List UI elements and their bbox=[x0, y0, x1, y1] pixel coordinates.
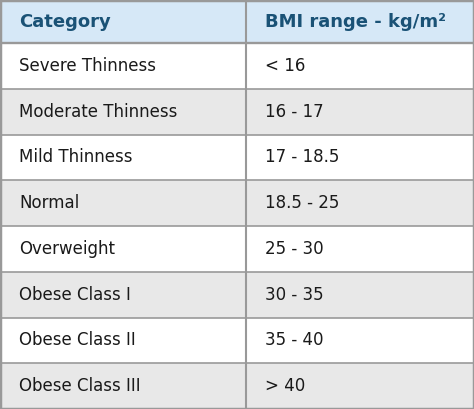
Bar bbox=[0, 43, 246, 89]
Bar bbox=[0, 0, 246, 43]
Bar bbox=[0, 317, 246, 363]
Bar bbox=[246, 272, 474, 317]
Text: Moderate Thinness: Moderate Thinness bbox=[19, 103, 177, 121]
Text: BMI range - kg/m²: BMI range - kg/m² bbox=[265, 13, 447, 31]
Bar bbox=[246, 43, 474, 89]
Bar bbox=[246, 135, 474, 180]
Bar bbox=[246, 0, 474, 43]
Bar bbox=[246, 89, 474, 135]
Text: Obese Class I: Obese Class I bbox=[19, 285, 131, 303]
Bar bbox=[0, 363, 246, 409]
Text: 18.5 - 25: 18.5 - 25 bbox=[265, 194, 340, 212]
Bar bbox=[246, 226, 474, 272]
Text: < 16: < 16 bbox=[265, 57, 306, 75]
Bar bbox=[0, 180, 246, 226]
Text: Severe Thinness: Severe Thinness bbox=[19, 57, 156, 75]
Bar bbox=[0, 89, 246, 135]
Text: > 40: > 40 bbox=[265, 377, 306, 395]
Text: Obese Class III: Obese Class III bbox=[19, 377, 141, 395]
Text: 17 - 18.5: 17 - 18.5 bbox=[265, 148, 340, 166]
Text: 25 - 30: 25 - 30 bbox=[265, 240, 324, 258]
Bar bbox=[246, 180, 474, 226]
Bar bbox=[0, 226, 246, 272]
Text: Obese Class II: Obese Class II bbox=[19, 331, 136, 349]
Bar bbox=[246, 317, 474, 363]
Text: 35 - 40: 35 - 40 bbox=[265, 331, 324, 349]
Text: Mild Thinness: Mild Thinness bbox=[19, 148, 132, 166]
Text: Overweight: Overweight bbox=[19, 240, 115, 258]
Bar bbox=[0, 272, 246, 317]
Text: Normal: Normal bbox=[19, 194, 79, 212]
Text: 16 - 17: 16 - 17 bbox=[265, 103, 324, 121]
Text: Category: Category bbox=[19, 13, 111, 31]
Text: 30 - 35: 30 - 35 bbox=[265, 285, 324, 303]
Bar bbox=[0, 135, 246, 180]
Bar bbox=[246, 363, 474, 409]
